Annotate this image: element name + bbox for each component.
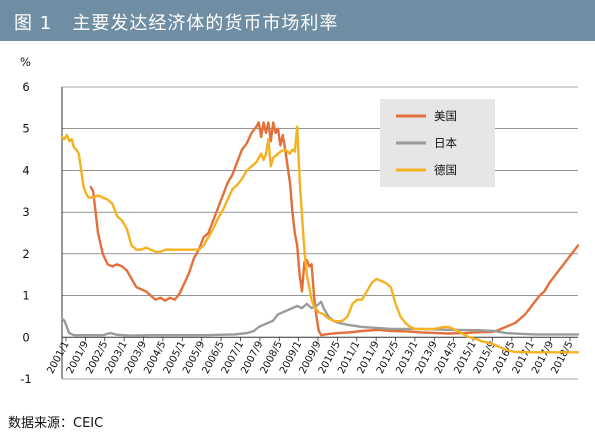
figure-title: 图 1 主要发达经济体的货币市场利率 — [14, 13, 339, 34]
series-lines — [60, 121, 580, 354]
source-note: 数据来源：CEIC — [8, 416, 104, 431]
y-tick-label: 1 — [22, 289, 29, 303]
rate-chart: % -1 0 1 2 3 4 5 6 2001/12001/92002/52003/12003… — [20, 55, 580, 386]
y-tick-label: -1 — [20, 372, 31, 386]
y-tick-label: 4 — [22, 163, 29, 177]
y-tick-label: 5 — [22, 122, 29, 136]
legend-label: 日本 — [434, 136, 457, 150]
x-axis: 2001/12001/92002/52003/12003/92004/52005… — [45, 337, 576, 376]
legend-label: 美国 — [434, 109, 457, 123]
y-tick-label: 2 — [22, 247, 29, 261]
y-axis: % -1 0 1 2 3 4 5 6 — [20, 55, 63, 386]
y-unit-label: % — [20, 55, 31, 69]
series-line — [60, 125, 580, 354]
series-line — [60, 300, 580, 337]
legend-label: 德国 — [434, 163, 457, 177]
y-tick-label: 0 — [22, 330, 29, 344]
series-line — [89, 121, 580, 337]
y-tick-label: 6 — [22, 80, 29, 94]
y-tick-label: 3 — [22, 205, 29, 219]
figure-header: 图 1 主要发达经济体的货币市场利率 — [0, 0, 595, 41]
grid-lines — [62, 86, 578, 380]
